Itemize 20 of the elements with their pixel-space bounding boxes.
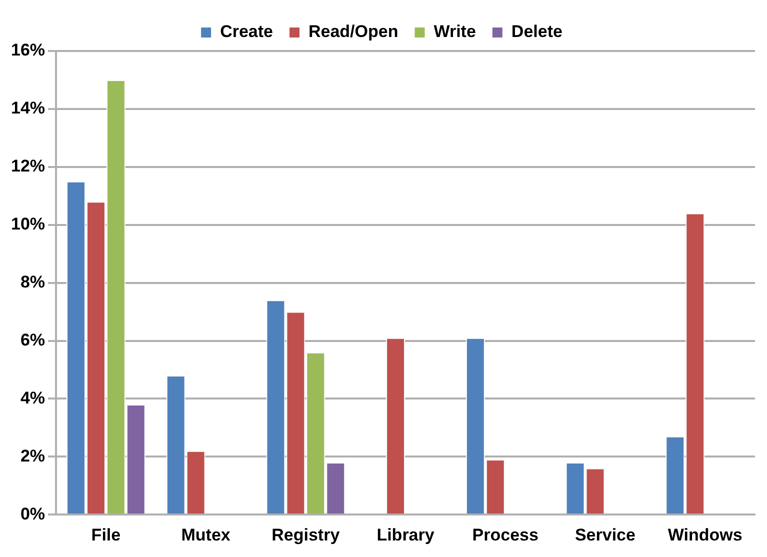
y-tick-label: 4%	[20, 388, 46, 408]
x-tick-label: Service	[574, 525, 636, 544]
x-tick-label: Library	[376, 525, 435, 544]
y-tick-label: 8%	[20, 272, 46, 292]
x-tick-label: File	[91, 525, 121, 544]
x-tick-label: Windows	[668, 525, 742, 544]
legend-label: Read/Open	[308, 22, 398, 42]
y-tick-label: 2%	[20, 446, 46, 466]
y-tick-label: 16%	[10, 40, 46, 60]
y-tick-label: 14%	[10, 98, 46, 118]
x-tick-label: Process	[472, 525, 538, 544]
legend-label: Write	[434, 22, 476, 42]
y-tick-label: 10%	[10, 214, 46, 234]
legend-label: Delete	[511, 22, 562, 42]
y-tick-label: 12%	[10, 156, 46, 176]
legend-label: Create	[220, 22, 273, 42]
y-tick-label: 6%	[20, 330, 46, 350]
x-tick-label: Registry	[272, 525, 340, 544]
x-tick-label: Mutex	[181, 525, 231, 544]
y-tick-label: 0%	[20, 504, 46, 524]
